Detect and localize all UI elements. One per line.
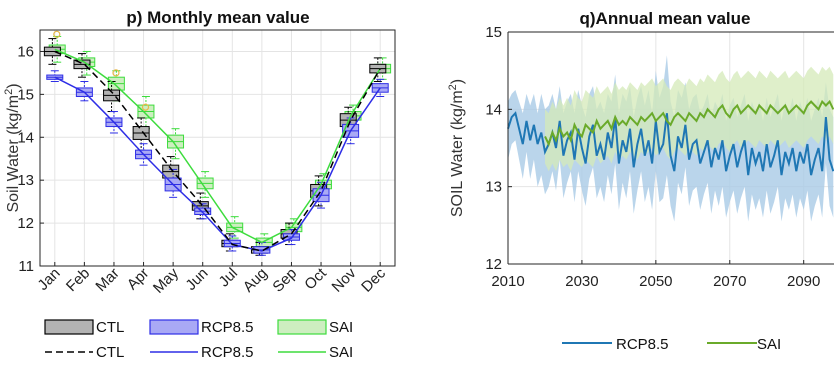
monthly-title: p) Monthly mean value	[126, 8, 309, 27]
annual-y-tick-label: 12	[485, 256, 502, 273]
monthly-y-ticks: 11 12 13 14 15 16	[17, 43, 44, 275]
monthly-line-ctl	[54, 50, 381, 252]
monthly-x-tick-label: Apr	[124, 265, 153, 294]
monthly-y-tick-label: 11	[18, 258, 34, 275]
legend-box-ctl-label: CTL	[96, 319, 124, 336]
monthly-outlier	[112, 69, 120, 77]
legend-line-sai-label: SAI	[329, 344, 353, 361]
monthly-x-tick-label: Feb	[63, 265, 93, 295]
monthly-y-tick-label: 14	[17, 129, 34, 146]
monthly-line-rcp	[54, 76, 381, 252]
monthly-x-tick-label: Jun	[182, 265, 211, 294]
legend-sai-annual-label: SAI	[757, 336, 781, 353]
monthly-x-tick-label: Nov	[329, 264, 360, 295]
annual-x-tick-label: 2090	[787, 273, 820, 290]
monthly-x-tick-label: Dec	[358, 264, 389, 295]
annual-line-sai_annual	[544, 99, 834, 147]
annual-x-tick-label: 2030	[565, 273, 598, 290]
annual-y-axis-label: SOIL Water (kg/m2)	[447, 79, 466, 217]
monthly-legend: CTL RCP8.5 SAI CTL RCP8.5 SAI	[44, 319, 353, 361]
monthly-y-tick-label: 15	[17, 86, 34, 103]
annual-x-tick-label: 2070	[713, 273, 746, 290]
legend-box-sai	[277, 319, 327, 335]
monthly-x-tick-label: Jul	[216, 265, 242, 291]
annual-lines	[507, 99, 834, 176]
legend-box-rcp	[149, 319, 199, 335]
annual-x-tick-label: 2050	[639, 273, 672, 290]
annual-y-ticks: 12 13 14 15	[485, 24, 512, 273]
monthly-x-tick-label: Aug	[240, 265, 271, 296]
annual-panel: 12 13 14 15 2010 2030 2050 2070 2090 q)Annual m…	[447, 9, 834, 290]
monthly-y-axis-label: Soil Water (kg/m2)	[3, 83, 22, 212]
monthly-line-sai	[54, 48, 381, 244]
annual-legend: RCP8.5 SAI	[562, 336, 781, 353]
legend-box-rcp-label: RCP8.5	[201, 319, 254, 336]
monthly-y-tick-label: 13	[17, 172, 34, 189]
annual-line-rcp_annual	[507, 111, 834, 176]
monthly-outlier	[53, 30, 61, 38]
legend-rcp-annual-label: RCP8.5	[616, 336, 669, 353]
monthly-x-tick-label: Mar	[92, 265, 122, 295]
legend-box-ctl	[44, 319, 94, 335]
monthly-x-tick-label: Oct	[301, 264, 330, 293]
annual-y-tick-label: 14	[485, 101, 502, 118]
monthly-x-tick-label: Sep	[269, 265, 300, 296]
monthly-y-tick-label: 12	[17, 215, 34, 232]
annual-y-tick-label: 15	[485, 24, 502, 41]
annual-x-tick-label: 2010	[491, 273, 524, 290]
monthly-axes-frame	[39, 29, 396, 267]
annual-y-tick-label: 13	[485, 179, 502, 196]
legend-line-ctl-label: CTL	[96, 344, 124, 361]
monthly-lines	[54, 48, 381, 252]
monthly-x-tick-label: May	[150, 264, 182, 296]
annual-x-ticks: 2010 2030 2050 2070 2090	[491, 260, 820, 290]
monthly-y-tick-label: 16	[17, 43, 34, 60]
monthly-plot-area	[40, 30, 395, 266]
monthly-outlier	[141, 103, 150, 111]
legend-line-rcp-label: RCP8.5	[201, 344, 254, 361]
monthly-x-tick-label: Jan	[34, 265, 63, 294]
monthly-outliers	[53, 30, 150, 111]
legend-box-sai-label: SAI	[329, 319, 353, 336]
annual-title: q)Annual mean value	[580, 9, 751, 28]
